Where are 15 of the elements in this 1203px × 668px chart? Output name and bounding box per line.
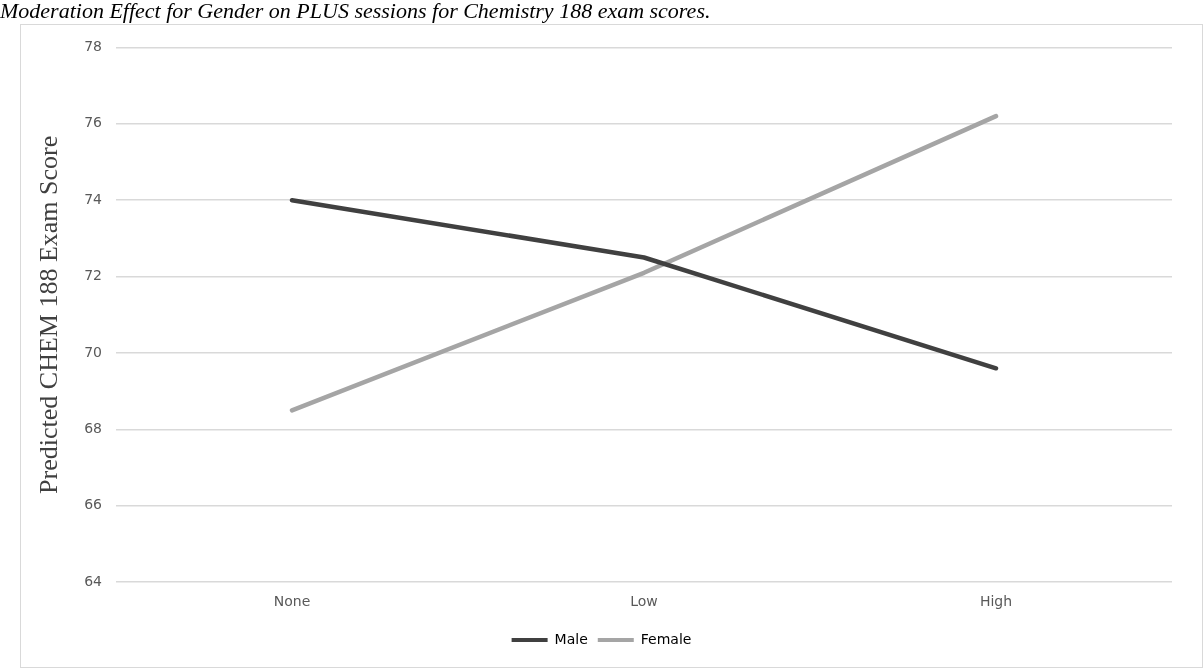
y-tick-label: 74 [84, 190, 103, 207]
x-tick-label: Low [630, 593, 658, 610]
y-axis-title: Predicted CHEM 188 Exam Score [34, 135, 64, 494]
chart-title: Moderation Effect for Gender on PLUS sessions for Chemistry 188 exam scores. [0, 0, 711, 23]
y-tick-label: 72 [84, 267, 103, 284]
legend-label: Male [554, 630, 588, 647]
legend-label: Female [640, 630, 692, 647]
y-tick-label: 64 [84, 572, 103, 589]
x-tick-label: High [979, 593, 1013, 610]
y-tick-label: 66 [84, 496, 103, 513]
y-tick-label: 70 [84, 343, 103, 360]
y-tick-label: 76 [84, 114, 103, 131]
x-tick-label: None [273, 593, 311, 610]
y-tick-label: 68 [84, 420, 103, 437]
y-tick-label: 78 [84, 38, 103, 55]
